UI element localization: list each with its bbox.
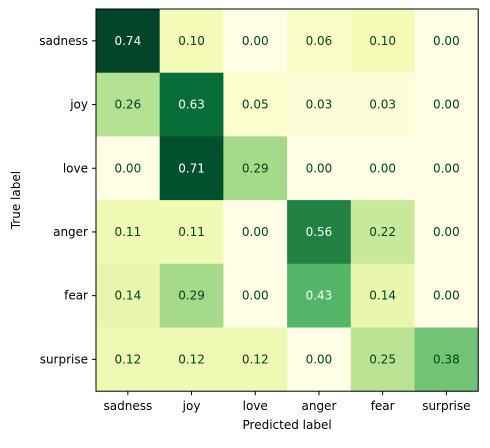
heatmap-cell-3-0 xyxy=(96,200,161,265)
heatmap-cell-1-5 xyxy=(414,72,479,137)
x-tick-label-4: fear xyxy=(371,399,395,413)
heatmap-cell-0-3 xyxy=(287,9,352,74)
heatmap-cell-4-3 xyxy=(287,263,352,328)
heatmap-cell-4-5 xyxy=(414,263,479,328)
heatmap-cell-5-5 xyxy=(414,327,479,392)
cell-value-0-4: 0.10 xyxy=(369,34,396,48)
cell-value-1-5: 0.00 xyxy=(433,98,460,112)
cell-value-4-0: 0.14 xyxy=(114,289,141,303)
heatmap-cell-4-2 xyxy=(223,263,288,328)
cell-value-3-5: 0.00 xyxy=(433,225,460,239)
cell-value-3-3: 0.56 xyxy=(306,225,333,239)
heatmap-cell-5-4 xyxy=(350,327,415,392)
heatmap-cell-1-0 xyxy=(96,72,161,137)
heatmap-cell-4-4 xyxy=(350,263,415,328)
cell-value-4-3: 0.43 xyxy=(306,289,333,303)
heatmap-cell-2-4 xyxy=(350,136,415,201)
heatmap-cell-3-5 xyxy=(414,200,479,265)
plot-frame xyxy=(95,8,479,392)
cell-value-1-1: 0.63 xyxy=(178,98,205,112)
cell-value-5-2: 0.12 xyxy=(242,352,269,366)
cell-value-0-0: 0.74 xyxy=(114,34,141,48)
heatmap-cell-0-1 xyxy=(159,9,224,74)
y-tick-label-2: love xyxy=(63,161,88,175)
cell-value-3-1: 0.11 xyxy=(178,225,205,239)
heatmap-cell-2-2 xyxy=(223,136,288,201)
heatmap-cell-1-3 xyxy=(287,72,352,137)
heatmap-cell-1-1 xyxy=(159,72,224,137)
x-tick-label-5: surprise xyxy=(422,399,470,413)
x-tick-label-1: joy xyxy=(182,399,201,413)
cell-value-4-2: 0.00 xyxy=(242,289,269,303)
y-axis-label: True label xyxy=(9,171,23,230)
heatmap-cell-3-2 xyxy=(223,200,288,265)
x-tick-label-0: sadness xyxy=(103,399,152,413)
cell-value-1-4: 0.03 xyxy=(369,98,396,112)
y-tick-label-3: anger xyxy=(53,225,88,239)
heatmap-cell-5-0 xyxy=(96,327,161,392)
x-tick-label-2: love xyxy=(243,399,268,413)
heatmap-cell-0-5 xyxy=(414,9,479,74)
cell-value-labels: 0.74 0.10 0.00 0.06 0.10 0.00 0.26 0.63 0.05 0.03… xyxy=(114,34,459,367)
heatmap-cell-2-1 xyxy=(159,136,224,201)
heatmap-cell-3-3 xyxy=(287,200,352,265)
cell-value-5-0: 0.12 xyxy=(114,352,141,366)
heatmap-cell-1-4 xyxy=(350,72,415,137)
heatmap-cells xyxy=(96,9,479,392)
cell-value-0-1: 0.10 xyxy=(178,34,205,48)
cell-value-3-0: 0.11 xyxy=(114,225,141,239)
heatmap-cell-3-1 xyxy=(159,200,224,265)
cell-value-2-0: 0.00 xyxy=(114,161,141,175)
y-tick-label-1: joy xyxy=(69,98,88,112)
heatmap-cell-2-3 xyxy=(287,136,352,201)
y-tick-label-5: surprise xyxy=(40,352,88,366)
heatmap-cell-0-2 xyxy=(223,9,288,74)
cell-value-0-3: 0.06 xyxy=(306,34,333,48)
cell-value-5-5: 0.38 xyxy=(433,352,460,366)
heatmap-cell-1-2 xyxy=(223,72,288,137)
cell-value-2-4: 0.00 xyxy=(369,161,396,175)
cell-value-2-3: 0.00 xyxy=(306,161,333,175)
cell-value-1-3: 0.03 xyxy=(306,98,333,112)
heatmap-cell-5-2 xyxy=(223,327,288,392)
cell-value-4-1: 0.29 xyxy=(178,289,205,303)
cell-value-3-2: 0.00 xyxy=(242,225,269,239)
heatmap-cell-5-1 xyxy=(159,327,224,392)
x-axis-ticks: sadness joy love anger fear surprise xyxy=(103,391,471,413)
cell-value-1-2: 0.05 xyxy=(242,98,269,112)
cell-value-2-2: 0.29 xyxy=(242,161,269,175)
y-tick-label-0: sadness xyxy=(39,34,88,48)
cell-value-2-5: 0.00 xyxy=(433,161,460,175)
cell-value-4-5: 0.00 xyxy=(433,289,460,303)
cell-value-0-2: 0.00 xyxy=(242,34,269,48)
x-axis-label: Predicted label xyxy=(243,418,332,432)
cell-value-5-3: 0.00 xyxy=(306,352,333,366)
heatmap-cell-4-1 xyxy=(159,263,224,328)
cell-value-1-0: 0.26 xyxy=(114,98,141,112)
cell-value-5-4: 0.25 xyxy=(369,352,396,366)
heatmap-cell-2-5 xyxy=(414,136,479,201)
cell-value-2-1: 0.71 xyxy=(178,161,205,175)
heatmap-cell-4-0 xyxy=(96,263,161,328)
heatmap-cell-0-4 xyxy=(350,9,415,74)
heatmap-cell-5-3 xyxy=(287,327,352,392)
cell-value-5-1: 0.12 xyxy=(178,352,205,366)
y-axis-ticks: sadness joy love anger fear surprise xyxy=(39,34,96,366)
cell-value-0-5: 0.00 xyxy=(433,34,460,48)
cell-value-4-4: 0.14 xyxy=(369,289,396,303)
cell-value-3-4: 0.22 xyxy=(369,225,396,239)
y-tick-label-4: fear xyxy=(64,289,88,303)
x-tick-label-3: anger xyxy=(301,399,336,413)
heatmap-cell-3-4 xyxy=(350,200,415,265)
heatmap-cell-0-0 xyxy=(96,9,161,74)
heatmap-cell-2-0 xyxy=(96,136,161,201)
